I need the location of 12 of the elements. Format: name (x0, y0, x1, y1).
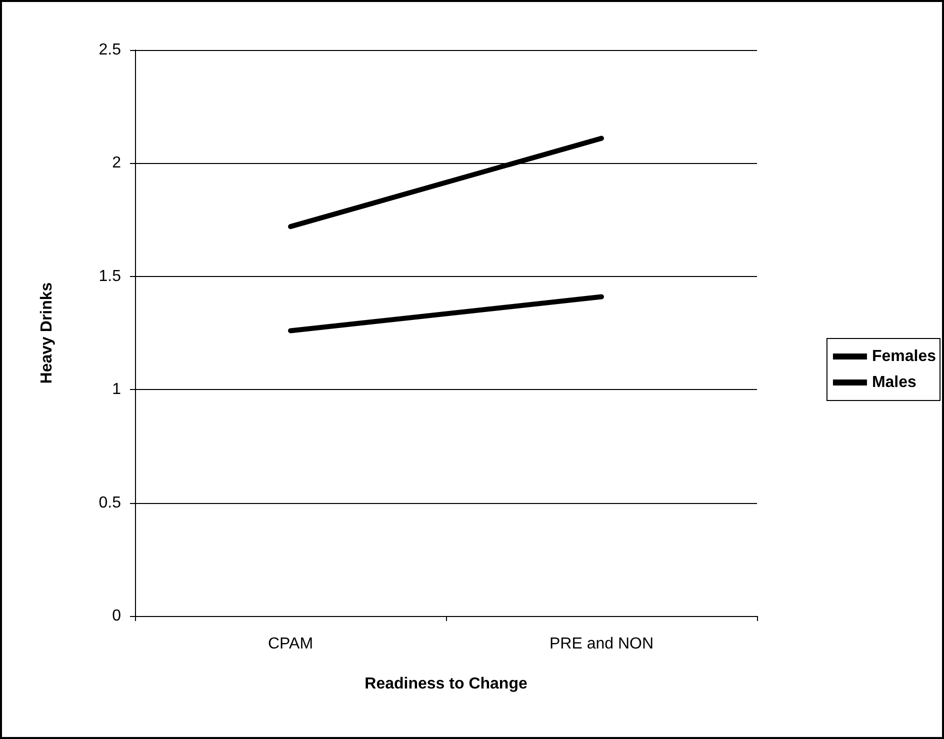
y-tick-label: 0 (112, 608, 122, 624)
y-tick-label: 1 (112, 381, 122, 398)
y-axis-title: Heavy Drinks (38, 282, 56, 384)
legend-label: Males (872, 374, 917, 391)
y-tick-label: 1.5 (98, 268, 122, 285)
x-tick-label: PRE and NON (549, 636, 654, 652)
y-tick-label: 0.5 (98, 494, 122, 512)
legend-label: Females (872, 348, 936, 365)
x-axis-title: Readiness to Change (364, 676, 528, 692)
x-tick-label: CPAM (268, 636, 314, 652)
y-tick-label: 2 (112, 154, 122, 172)
y-tick-label: 2.5 (98, 42, 122, 58)
